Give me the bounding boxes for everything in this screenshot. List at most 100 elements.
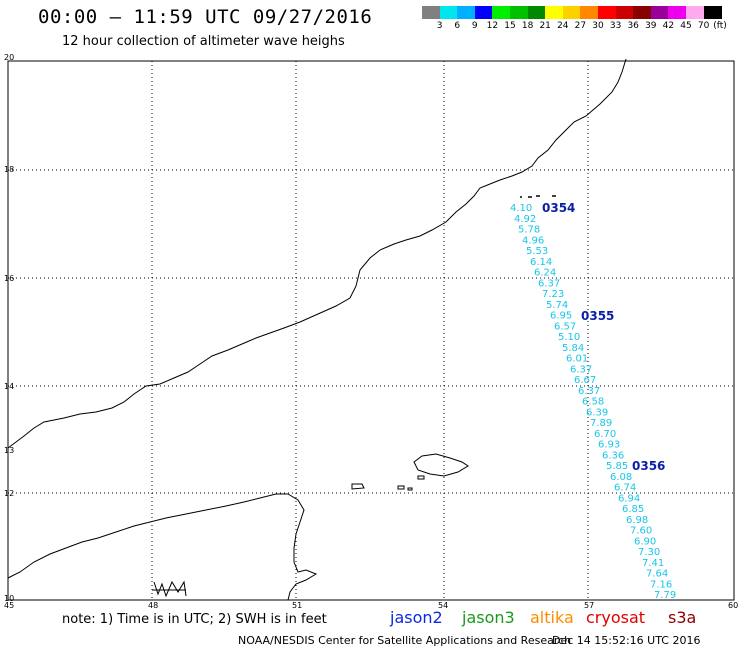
socotra-island (413, 453, 469, 477)
arabian-coastline (7, 58, 627, 449)
swh-value-label: 6.37 (578, 386, 600, 397)
swh-value-label: 5.84 (562, 343, 584, 354)
legend-tick-label: 39 (645, 21, 657, 31)
pass-time-label: 0354 (542, 201, 575, 215)
swh-value-label: 6.70 (594, 429, 616, 440)
legend-tick-label: 45 (680, 21, 692, 31)
latitude-label: 14 (4, 382, 15, 391)
swh-value-label: 5.74 (546, 300, 568, 311)
swh-value-label: 6.98 (626, 515, 648, 526)
legend-tick-label: 42 (662, 21, 675, 31)
footer-note: note: 1) Time is in UTC; 2) SWH is in fe… (62, 612, 327, 627)
map-title: 00:00 – 11:59 UTC 09/27/2016 (38, 6, 373, 28)
legend-swatch (615, 6, 634, 19)
altimeter-track: 4.104.925.784.965.536.146.246.377.235.74… (510, 201, 676, 601)
legend-tick-label: 70 (697, 21, 710, 31)
longitude-label: 54 (438, 601, 449, 610)
legend-swatch (527, 6, 546, 19)
swh-value-label: 5.85 (606, 461, 628, 472)
longitude-label: 48 (148, 601, 159, 610)
legend-swatch (703, 6, 722, 19)
swh-value-label: 6.85 (622, 504, 644, 515)
coastal-detail (152, 580, 187, 598)
islet-4 (417, 475, 425, 480)
credit-text: NOAA/NESDIS Center for Satellite Applica… (238, 634, 572, 647)
swh-value-label: 6.24 (534, 268, 556, 279)
swh-value-label: 6.37 (538, 278, 560, 289)
legend-tick-label: 18 (521, 21, 534, 31)
horn-of-africa-coastline (7, 493, 318, 601)
swh-value-label: 7.30 (638, 547, 660, 558)
swh-value-label: 6.14 (530, 257, 552, 268)
latitude-label: 18 (4, 165, 15, 174)
swh-value-label: 5.53 (526, 246, 548, 257)
swh-value-label: 6.58 (582, 397, 604, 408)
legend-unit: (ft) (713, 21, 727, 31)
map-frame (7, 60, 735, 601)
swh-value-label: 6.94 (618, 493, 640, 504)
legend-tick-label: 30 (592, 21, 604, 31)
islet-3 (407, 487, 413, 491)
longitude-label: 60 (728, 601, 739, 610)
swh-value-label: 6.39 (586, 407, 608, 418)
legend-swatch (650, 6, 669, 19)
satellite-name-s3a: s3a (668, 608, 697, 627)
swh-value-label: 4.92 (514, 214, 536, 225)
latitude-label: 20 (4, 53, 15, 62)
swh-value-label: 6.36 (602, 450, 624, 461)
swh-value-label: 6.37 (570, 364, 592, 375)
swh-value-label: 5.10 (558, 332, 580, 343)
swh-value-label: 7.79 (654, 590, 676, 601)
swh-value-label: 6.90 (634, 536, 656, 547)
generated-timestamp: Dec 14 15:52:16 UTC 2016 (552, 634, 701, 647)
legend-swatch (598, 6, 617, 19)
legend-swatch (492, 6, 511, 19)
islet-1 (351, 483, 365, 490)
satellite-name-jason2: jason2 (390, 608, 443, 627)
legend-swatch (668, 6, 687, 19)
coastal-islets (520, 195, 556, 198)
legend-tick-label: 12 (486, 21, 499, 31)
legend-swatch (580, 6, 599, 19)
swh-value-label: 4.96 (522, 235, 544, 246)
legend-tick-label: 27 (574, 21, 587, 31)
swh-value-label: 7.23 (542, 289, 564, 300)
legend-tick-label: 24 (557, 21, 569, 31)
swh-value-label: 7.89 (590, 418, 612, 429)
legend-tick-label: 3 (436, 21, 443, 31)
legend-tick-label: 21 (539, 21, 551, 31)
legend-swatch (562, 6, 581, 19)
swh-value-label: 7.64 (646, 569, 668, 580)
legend-swatch (474, 6, 493, 19)
swh-value-label: 6.95 (550, 311, 572, 322)
swh-value-label: 7.16 (650, 579, 672, 590)
legend-tick-label: 36 (627, 21, 639, 31)
swh-value-label: 6.93 (598, 440, 620, 451)
legend-swatch (686, 6, 705, 19)
latitude-label: 13 (4, 446, 15, 455)
swh-value-label: 6.57 (554, 321, 576, 332)
legend-tick-label: 33 (609, 21, 622, 31)
legend-swatch (439, 6, 458, 19)
legend-swatch (457, 6, 476, 19)
map-subtitle: 12 hour collection of altimeter wave hei… (62, 34, 345, 49)
legend-swatch (422, 6, 441, 19)
swh-value-label: 7.60 (630, 526, 652, 537)
swh-value-label: 4.10 (510, 203, 532, 214)
longitude-label: 45 (4, 601, 15, 610)
legend-swatch (510, 6, 529, 19)
longitude-label: 57 (584, 601, 595, 610)
swh-value-label: 6.01 (566, 354, 588, 365)
swh-value-label: 6.74 (614, 483, 636, 494)
pass-time-label: 0355 (581, 309, 614, 323)
swh-value-label: 7.41 (642, 558, 664, 569)
swh-value-label: 6.08 (610, 472, 632, 483)
swh-value-label: 5.78 (518, 225, 540, 236)
legend-swatch (545, 6, 564, 19)
legend-tick-label: 6 (454, 21, 461, 31)
satellite-name-cryosat: cryosat (586, 608, 646, 627)
latitude-label: 12 (4, 489, 15, 498)
latitude-label: 10 (4, 594, 15, 603)
legend-tick-label: 9 (471, 21, 478, 31)
